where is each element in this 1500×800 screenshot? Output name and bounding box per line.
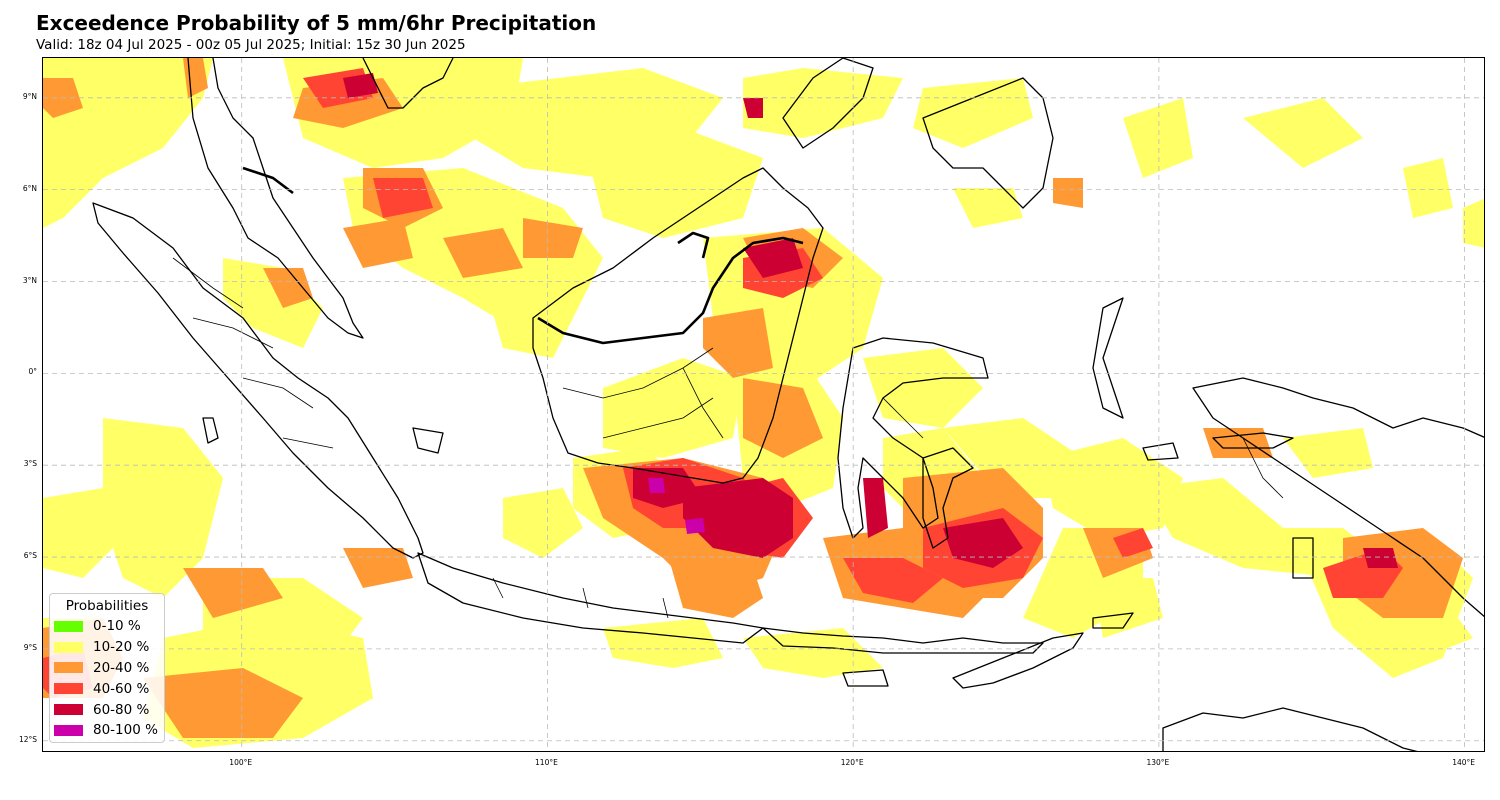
darkred-probability-areas — [343, 73, 1398, 568]
coastline-malay-peninsula — [187, 58, 364, 339]
map-title: Exceedence Probability of 5 mm/6hr Preci… — [36, 11, 597, 35]
coastline-seram — [1212, 432, 1294, 449]
coastline-philippines — [782, 58, 874, 149]
coastline-halmahera — [1092, 297, 1124, 419]
coastline-aru — [1292, 537, 1314, 579]
lon-tick-label: 140°E — [1452, 758, 1475, 767]
legend-swatch — [54, 683, 83, 695]
coastline-nusa-tenggara — [762, 627, 1044, 654]
legend-items: 0-10 % 10-20 % 20-40 % 40-60 % 60-80 % 80-100… — [50, 616, 164, 741]
coastline-sulawesi — [837, 337, 989, 539]
lat-tick-label: 3°S — [23, 459, 37, 469]
legend-swatch — [54, 641, 83, 653]
coastlines — [92, 58, 1484, 751]
legend-item-label: 10-20 % — [93, 639, 150, 656]
legend-item-label: 20-40 % — [93, 659, 150, 676]
legend-title: Probabilities — [65, 598, 149, 614]
lon-tick-label: 120°E — [840, 758, 864, 767]
map-area — [42, 57, 1485, 752]
legend-item-label: 80-100 % — [93, 722, 158, 739]
legend-item: 0-10 % — [50, 616, 164, 637]
magenta-probability-areas — [648, 478, 705, 534]
coastline-sumba — [842, 669, 889, 687]
lat-tick-label: 6°N — [22, 183, 37, 193]
legend-item-label: 40-60 % — [93, 680, 150, 697]
legend-swatch — [54, 620, 83, 632]
legend-item: 60-80 % — [50, 699, 164, 720]
coastline-bangka — [412, 427, 444, 454]
lat-tick-label: 9°N — [22, 91, 37, 101]
coastline-sulawesi-se — [922, 447, 974, 549]
legend-swatch — [54, 704, 83, 716]
legend-item: 20-40 % — [50, 658, 164, 679]
coastline-flores — [1092, 612, 1134, 629]
map-canvas — [43, 58, 1484, 751]
coastline-sumatra — [92, 202, 424, 559]
legend-item: 80-100 % — [50, 720, 164, 741]
graticule — [43, 58, 1484, 751]
lat-tick-label: 12°S — [18, 734, 37, 744]
coastline-australia — [1162, 707, 1418, 751]
legend-item-label: 0-10 % — [93, 618, 141, 635]
legend-swatch — [54, 662, 83, 674]
legend-item-label: 60-80 % — [93, 701, 150, 718]
coastline-mindanao — [922, 77, 1054, 209]
country-borders — [242, 166, 804, 345]
province-borders — [172, 257, 1284, 619]
legend-swatch — [54, 724, 83, 736]
coastline-borneo — [532, 167, 824, 484]
lon-tick-label: 110°E — [535, 758, 558, 767]
lon-tick-label: 130°E — [1146, 758, 1170, 767]
coastline-new-guinea — [1192, 377, 1484, 618]
lat-tick-label: 0° — [28, 367, 37, 377]
lon-tick-label: 100°E — [229, 758, 253, 767]
lat-tick-label: 6°S — [23, 551, 37, 561]
legend-item: 10-20 % — [50, 637, 164, 658]
coastline-buru — [1142, 442, 1179, 461]
legend: Probabilities 0-10 % 10-20 % 20-40 % 40-60 … — [49, 593, 165, 743]
coastline-timor — [952, 632, 1084, 689]
lat-tick-label: 3°N — [22, 275, 37, 285]
legend-item: 40-60 % — [50, 678, 164, 699]
coastline-nias — [202, 417, 219, 444]
lat-tick-label: 9°S — [23, 642, 37, 652]
map-subtitle: Valid: 18z 04 Jul 2025 - 00z 05 Jul 2025… — [36, 37, 466, 53]
